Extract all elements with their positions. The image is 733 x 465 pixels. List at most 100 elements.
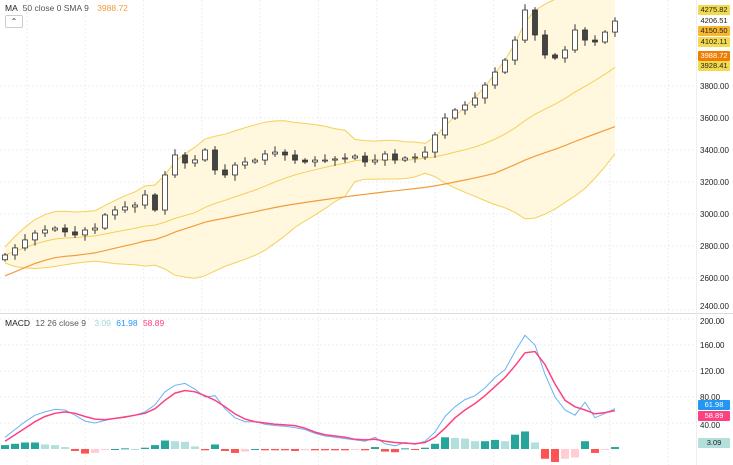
- candle-body: [392, 153, 398, 161]
- macd-histogram-bar: [411, 449, 419, 450]
- candle-body: [192, 159, 198, 164]
- candle-body: [112, 209, 118, 216]
- macd-histogram-bar: [521, 431, 529, 449]
- macd-histogram-bar: [471, 441, 479, 449]
- macd-histogram-bar: [231, 449, 239, 453]
- macd-histogram-bar: [201, 449, 209, 451]
- indicator-value: 3988.72: [97, 3, 128, 13]
- macd-histogram-bar: [261, 449, 269, 451]
- bollinger-band-fill: [5, 0, 615, 279]
- candle-body: [172, 154, 178, 176]
- candle-body: [262, 153, 268, 161]
- macd-histogram-bar: [131, 449, 139, 450]
- macd-axis-label: 200.00: [700, 317, 725, 326]
- macd-axis-label: 40.00: [700, 421, 721, 430]
- macd-histogram-bar: [251, 449, 259, 450]
- indicator-name: MA: [5, 3, 18, 13]
- macd-axis-label: 80.00: [700, 392, 721, 402]
- macd-histogram-bar: [571, 449, 579, 458]
- candle-body: [592, 39, 598, 43]
- macd-histogram-bar: [351, 449, 359, 450]
- candle-body: [462, 104, 468, 111]
- macd-histogram-bar: [601, 449, 609, 450]
- macd-histogram-bar: [211, 444, 219, 449]
- macd-histogram-bar: [361, 449, 369, 451]
- macd-histogram-bar: [121, 448, 129, 450]
- candle-body: [432, 134, 438, 153]
- candle-body: [212, 149, 218, 171]
- candle-body: [202, 149, 208, 161]
- bollinger-middle-line: [4, 66, 616, 256]
- macd-params: 12 26 close 9: [35, 318, 86, 328]
- candle-body: [452, 109, 458, 119]
- candle-body: [282, 151, 288, 156]
- price-axis-label: 2800.00: [700, 241, 729, 251]
- macd-histogram-bar: [441, 437, 449, 449]
- macd-histogram-bar: [1, 445, 9, 449]
- candle-body: [532, 9, 538, 36]
- macd-histogram-bar: [431, 443, 439, 449]
- candle-body: [312, 159, 318, 163]
- macd-line: [4, 334, 616, 447]
- price-tag: 3988.72: [698, 50, 730, 61]
- macd-histogram-bar: [311, 449, 319, 451]
- candle-body: [232, 164, 238, 176]
- macd-histogram-bar: [71, 449, 79, 451]
- candle-body: [322, 159, 328, 162]
- macd-histogram-bar: [531, 442, 539, 449]
- macd-histogram-bar: [241, 449, 249, 452]
- candle-body: [502, 59, 508, 73]
- macd-histogram-bar: [491, 439, 499, 449]
- bollinger-lower-line: [4, 153, 616, 279]
- candle-body: [72, 231, 78, 236]
- price-tag: 4206.51: [698, 15, 730, 26]
- candle-body: [512, 39, 518, 61]
- macd-histogram-bar: [381, 449, 389, 452]
- candle-body: [102, 214, 108, 229]
- candle-body: [552, 54, 558, 59]
- candle-body: [82, 229, 88, 236]
- candle-body: [372, 159, 378, 163]
- candle-body: [542, 34, 548, 56]
- macd-histogram-bar: [271, 449, 279, 451]
- macd-histogram-bar: [541, 449, 549, 459]
- candle-body: [22, 239, 28, 249]
- candle-body: [522, 9, 528, 41]
- candle-body: [272, 151, 278, 155]
- price-axis-label: 3000.00: [700, 209, 729, 219]
- collapse-button[interactable]: ⌃: [5, 15, 23, 28]
- macd-histogram-bar: [421, 447, 429, 449]
- macd-histogram-bar: [101, 449, 109, 450]
- candle-body: [162, 174, 168, 211]
- macd-histogram-bar: [281, 449, 289, 451]
- macd-histogram-bar: [191, 446, 199, 449]
- macd-histogram-bar: [171, 441, 179, 449]
- candle-body: [302, 159, 308, 163]
- candle-body: [612, 20, 618, 33]
- candle-body: [412, 156, 418, 159]
- macd-tag: 3.09: [698, 438, 730, 449]
- candle-body: [12, 247, 18, 256]
- candle-body: [342, 157, 348, 160]
- macd-histogram-bar: [401, 448, 409, 450]
- macd-histogram-bar: [511, 434, 519, 449]
- candle-body: [252, 159, 258, 163]
- macd-histogram-bar: [331, 449, 339, 451]
- macd-histogram-bar: [161, 440, 169, 449]
- candle-body: [332, 158, 338, 161]
- candle-body: [362, 155, 368, 163]
- candle-body: [32, 232, 38, 241]
- macd-hist-value: 3.09: [94, 318, 111, 328]
- candle-body: [572, 29, 578, 51]
- macd-histogram-bar: [151, 445, 159, 449]
- candle-body: [122, 206, 128, 211]
- macd-axis-label: 160.00: [700, 340, 725, 350]
- macd-histogram-bar: [21, 442, 29, 449]
- chevron-up-icon: ⌃: [10, 17, 18, 26]
- candle-body: [352, 155, 358, 159]
- macd-value: 61.98: [116, 318, 138, 328]
- macd-histogram-bar: [561, 449, 569, 459]
- macd-histogram-bar: [41, 444, 49, 449]
- price-axis-label: 2600.00: [700, 273, 729, 283]
